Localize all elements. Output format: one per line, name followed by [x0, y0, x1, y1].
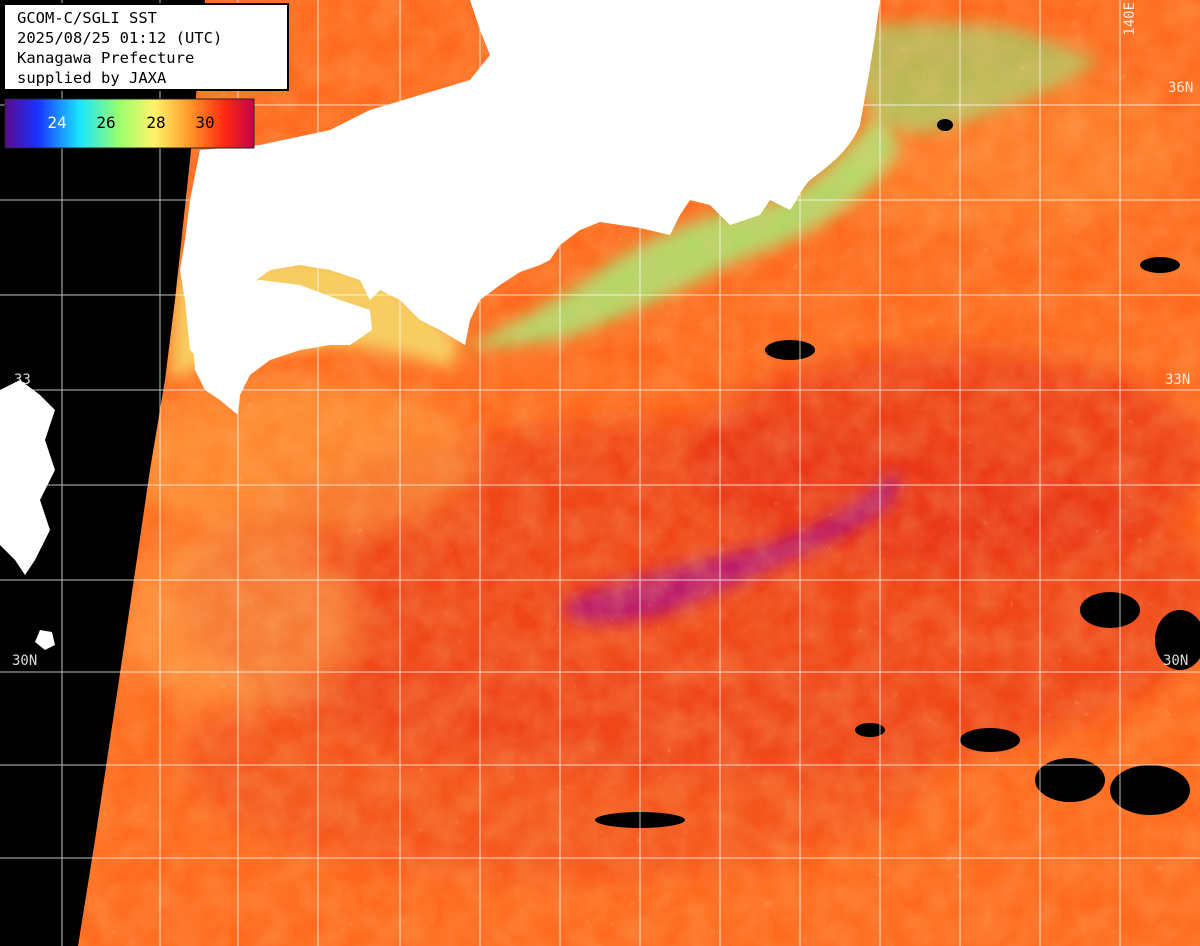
- lat-label-33n-right: 33N: [1165, 372, 1191, 388]
- title-line-prefecture: Kanagawa Prefecture: [17, 49, 195, 67]
- lat-label-36n-right: 36N: [1168, 80, 1194, 96]
- kyushu-land: [0, 380, 55, 575]
- lon-label-136e: 136E: [482, 2, 498, 36]
- title-line-datetime: 2025/08/25 01:12 (UTC): [17, 29, 223, 47]
- honshu: [180, 0, 880, 360]
- legend-colorbar: [4, 98, 255, 149]
- awaji-island: [320, 230, 360, 260]
- shikoku: [190, 280, 372, 415]
- legend-tick-24: 24: [47, 113, 67, 132]
- info-box: GCOM-C/SGLI SST 2025/08/25 01:12 (UTC) K…: [3, 3, 289, 91]
- lat-label-33-left: 33: [14, 372, 31, 388]
- lon-label-140e: 140E: [1122, 2, 1138, 36]
- tanegashima: [35, 630, 55, 650]
- lat-label-30n-right: 30N: [1163, 653, 1189, 669]
- legend-tick-26: 26: [96, 113, 116, 132]
- legend-tick-30: 30: [195, 113, 215, 132]
- title-line-product: GCOM-C/SGLI SST: [17, 9, 157, 27]
- cloud-patches: [595, 119, 1200, 828]
- title-line-supplier: supplied by JAXA: [17, 69, 167, 87]
- izu-peninsula: [770, 135, 800, 180]
- legend-tick-28: 28: [146, 113, 166, 132]
- lat-label-30n-left: 30N: [12, 653, 38, 669]
